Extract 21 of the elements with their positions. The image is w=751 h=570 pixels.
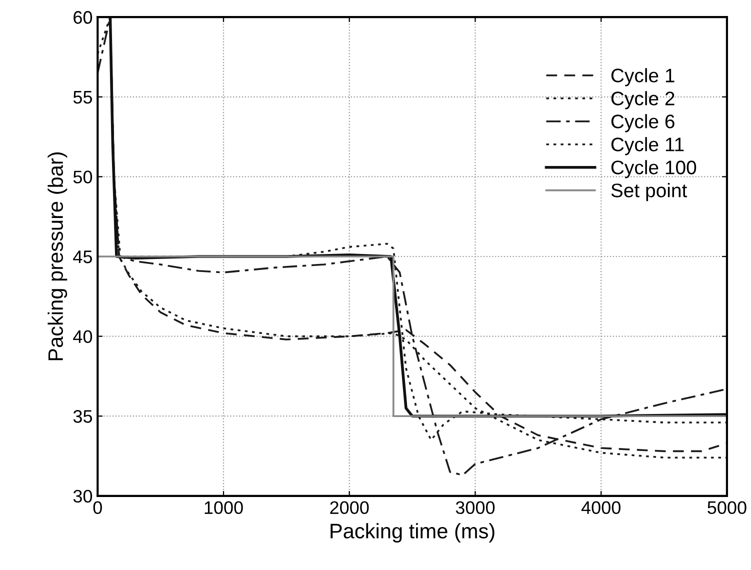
y-tick-label: 40 <box>73 330 92 344</box>
y-axis-title: Packing pressure (bar) <box>48 152 68 360</box>
y-tick-label: 45 <box>73 250 92 264</box>
y-tick-label: 50 <box>73 170 92 184</box>
x-tick-label: 4000 <box>581 501 620 514</box>
legend-label: Cycle 6 <box>611 114 674 132</box>
y-tick-label: 30 <box>73 490 92 503</box>
legend-label: Cycle 1 <box>611 68 674 86</box>
legend-label: Cycle 100 <box>611 160 696 178</box>
y-tick-label: 35 <box>73 410 92 423</box>
x-axis-title: Packing time (ms) <box>330 523 494 543</box>
x-tick-label: 5000 <box>708 501 746 514</box>
y-tick-label: 60 <box>74 11 92 24</box>
legend-label: Cycle 2 <box>611 91 674 110</box>
x-tick-label: 2000 <box>330 501 369 514</box>
x-tick-label: 1000 <box>204 501 243 514</box>
legend-label: Set point <box>611 183 688 202</box>
x-tick-label: 3000 <box>456 501 495 514</box>
legend-label: Cycle 11 <box>611 137 684 156</box>
y-tick-label: 55 <box>73 91 92 104</box>
x-tick-label: 0 <box>93 501 102 514</box>
